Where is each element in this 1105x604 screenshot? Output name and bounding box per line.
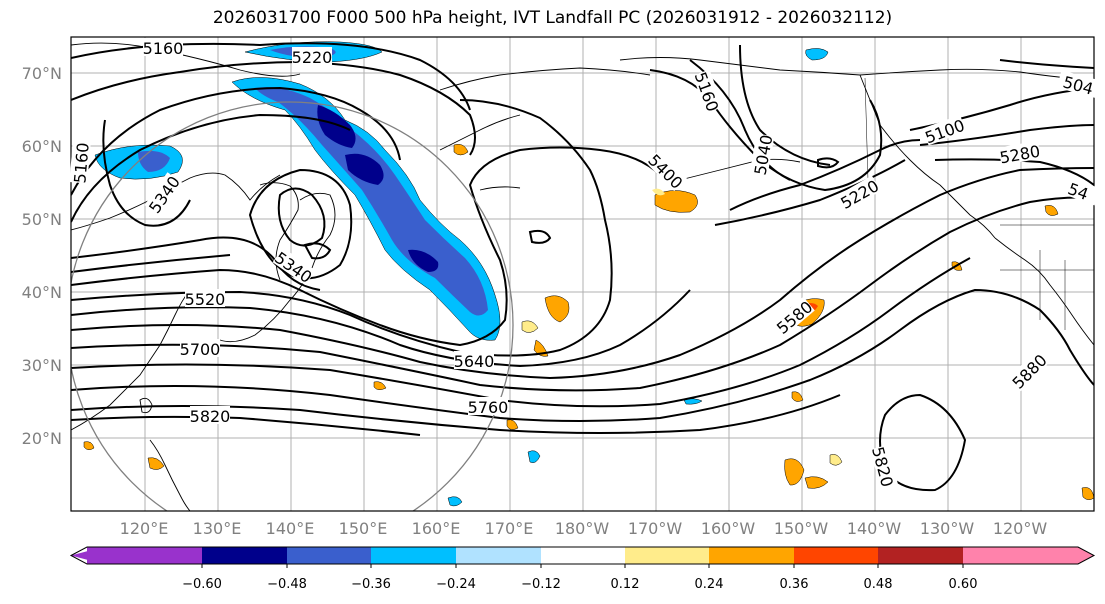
latitude-label: 30°N [22, 356, 62, 375]
colorbar-tick-label: −0.36 [351, 577, 391, 592]
longitude-label: 150°W [774, 519, 829, 538]
colorbar-tick-label: −0.60 [182, 577, 222, 592]
contour-label-bg [144, 172, 183, 216]
contour-label: 5820 [190, 407, 231, 426]
latitude-label: 60°N [22, 137, 62, 156]
contour-label-bg [772, 296, 815, 337]
latitude-label: 20°N [22, 429, 62, 448]
colorbar-segment [202, 547, 287, 564]
longitude-label: 150°E [339, 519, 388, 538]
contour-label-bg [998, 140, 1041, 166]
longitude-label: 160°E [412, 519, 461, 538]
map-title: 2026031700 F000 500 hPa height, IVT Land… [212, 8, 893, 28]
colorbar: −0.60 −0.48 −0.36 −0.24 −0.12 0.12 0.24 0.36 0.4… [69, 546, 1096, 592]
map-frame [70, 36, 1095, 512]
contour-label: 5760 [468, 398, 509, 417]
colorbar-tick-label: −0.12 [521, 577, 561, 592]
latitude-label: 40°N [22, 283, 62, 302]
contour-label: 5160 [70, 142, 92, 184]
colorbar-outline [69, 546, 1096, 565]
contour-label-bg [468, 397, 508, 415]
colorbar-segment [456, 547, 541, 564]
latitude-label: 50°N [22, 210, 62, 229]
longitude-label: 170°W [628, 519, 683, 538]
colorbar-extend-high [1078, 547, 1094, 564]
ivt-shading [83, 41, 1094, 507]
longitude-label: 130°E [193, 519, 242, 538]
colorbar-segment [794, 547, 878, 564]
contour-label: 5700 [180, 340, 221, 359]
contour-label: 5220 [292, 48, 333, 67]
contour-label-bg [749, 133, 775, 176]
contour-label: 5160 [143, 39, 184, 58]
colorbar-tick-label: 0.12 [611, 577, 640, 592]
height-contours [71, 42, 1094, 492]
contour-label-bg [190, 406, 230, 424]
contour-label-bg [1056, 70, 1101, 98]
contour-label-bg [645, 150, 687, 192]
latitude-label: 70°N [22, 64, 62, 83]
contour-label-bg [292, 47, 332, 65]
latitude-labels: 70°N 60°N 50°N 40°N 30°N 20°N [22, 64, 62, 448]
longitude-label: 160°W [701, 519, 756, 538]
contour-label-bg [922, 114, 967, 146]
borders [864, 77, 1094, 330]
colorbar-segment [541, 547, 625, 564]
longitude-label: 140°W [847, 519, 902, 538]
longitude-labels: 120°E 130°E 140°E 150°E 160°E 170°E 180°W 170°W… [120, 519, 1048, 538]
contour-label: 5640 [454, 352, 495, 371]
contour-label: 5520 [185, 290, 226, 309]
contour-label-bg [1008, 350, 1050, 392]
colorbar-segment [287, 547, 371, 564]
colorbar-tick-label: −0.24 [436, 577, 476, 592]
longitude-label: 120°W [993, 519, 1048, 538]
longitude-label: 170°E [485, 519, 534, 538]
contour-label-bg [180, 339, 220, 357]
colorbar-tick-label: 0.60 [949, 577, 978, 592]
colorbar-segment [87, 547, 202, 564]
colorbar-tick-label: 0.24 [695, 577, 724, 592]
contour-label-bg [143, 38, 183, 56]
contour-label-bg [837, 175, 881, 212]
colorbar-segment [371, 547, 456, 564]
colorbar-segment [709, 547, 794, 564]
contour-label-bg [185, 289, 225, 307]
contour-label-bg [870, 444, 898, 489]
colorbar-tick-label: −0.48 [267, 577, 307, 592]
colorbar-segment [963, 547, 1078, 564]
contour-label-bg [454, 351, 494, 369]
longitude-label: 180°W [555, 519, 610, 538]
colorbar-tick-label: 0.48 [864, 577, 893, 592]
longitude-label: 130°W [920, 519, 975, 538]
colorbar-segment [878, 547, 963, 564]
longitude-label: 120°E [120, 519, 169, 538]
contour-label-bg [272, 247, 316, 286]
longitude-label: 140°E [266, 519, 315, 538]
colorbar-tick-label: 0.36 [780, 577, 809, 592]
radius-circle [71, 101, 514, 511]
contour-label-bg [692, 69, 724, 114]
contour-label-bg [69, 142, 91, 184]
contour-label-bg [1056, 174, 1101, 206]
colorbar-segment [625, 547, 709, 564]
